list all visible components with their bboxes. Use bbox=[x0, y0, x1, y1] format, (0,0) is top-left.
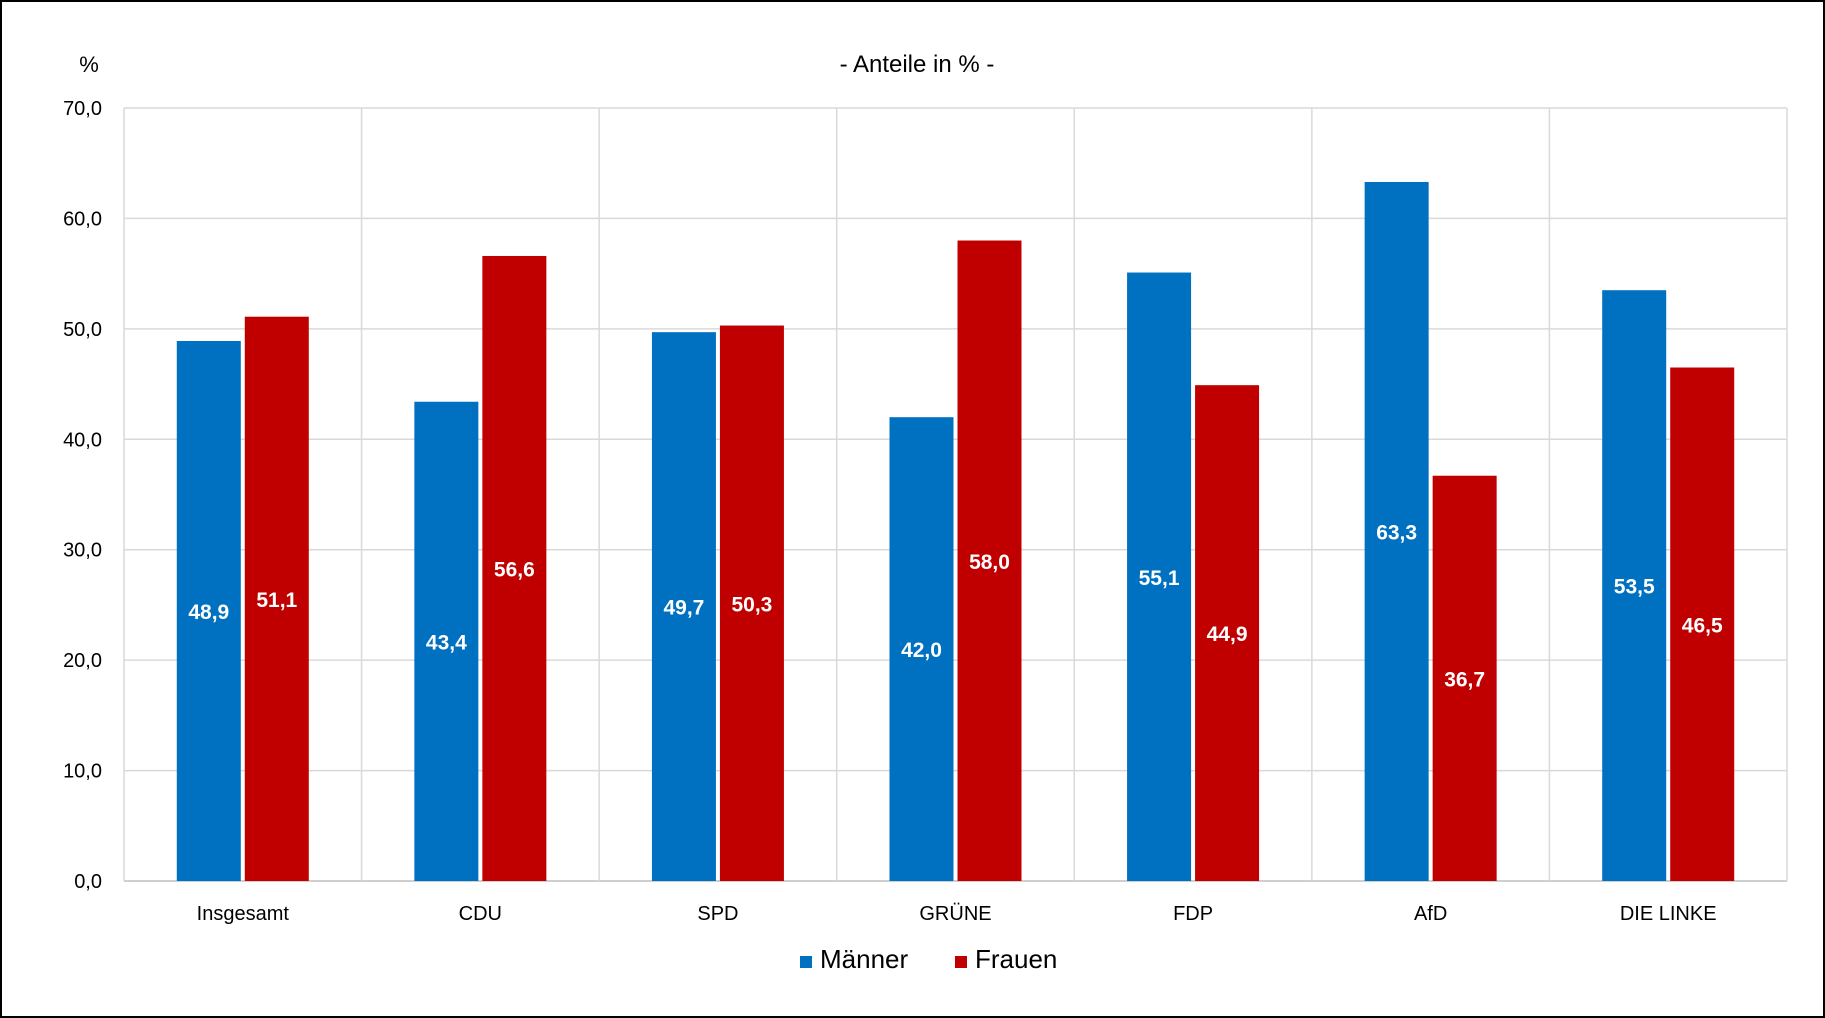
category-label: AfD bbox=[1414, 903, 1447, 925]
bar-frauen bbox=[719, 325, 784, 881]
y-tick-label: 0,0 bbox=[74, 871, 102, 893]
data-label: 56,6 bbox=[494, 558, 535, 581]
data-label: 42,0 bbox=[901, 639, 942, 662]
y-axis-unit: % bbox=[79, 52, 99, 77]
bar-männer bbox=[414, 401, 479, 881]
category-label: DIE LINKE bbox=[1620, 903, 1717, 925]
bar-frauen bbox=[244, 316, 309, 882]
y-tick-label: 10,0 bbox=[63, 761, 102, 783]
data-label: 46,5 bbox=[1682, 614, 1723, 637]
bar-frauen bbox=[1195, 385, 1260, 881]
data-label: 48,9 bbox=[188, 601, 229, 624]
bar-männer bbox=[176, 341, 241, 881]
bar-männer bbox=[1127, 272, 1192, 881]
y-tick-label: 30,0 bbox=[63, 540, 102, 562]
legend: Männer Frauen bbox=[800, 944, 1057, 974]
bar-männer bbox=[1602, 290, 1667, 881]
y-tick-label: 70,0 bbox=[63, 98, 102, 120]
category-label: GRÜNE bbox=[919, 903, 991, 925]
data-label: 51,1 bbox=[256, 589, 297, 612]
bar-männer bbox=[889, 417, 954, 881]
category-label: FDP bbox=[1173, 903, 1213, 925]
data-label: 50,3 bbox=[731, 593, 772, 616]
bar-frauen bbox=[1670, 367, 1735, 881]
legend-label: Frauen bbox=[975, 944, 1057, 974]
bar-männer bbox=[651, 332, 716, 881]
bar-frauen bbox=[1432, 475, 1497, 881]
bar-männer bbox=[1364, 181, 1429, 882]
bar-frauen bbox=[482, 255, 547, 881]
chart-title: - Anteile in % - bbox=[840, 51, 995, 78]
data-label: 49,7 bbox=[663, 597, 704, 620]
legend-label: Männer bbox=[820, 944, 908, 974]
y-tick-label: 60,0 bbox=[63, 208, 102, 230]
legend-swatch bbox=[800, 956, 812, 968]
y-tick-label: 50,0 bbox=[63, 319, 102, 341]
y-tick-label: 40,0 bbox=[63, 429, 102, 451]
data-label: 53,5 bbox=[1614, 576, 1655, 599]
data-label: 63,3 bbox=[1376, 521, 1417, 544]
data-label: 44,9 bbox=[1207, 623, 1248, 646]
data-label: 36,7 bbox=[1444, 668, 1485, 691]
data-label: 55,1 bbox=[1139, 567, 1180, 590]
category-label: CDU bbox=[459, 903, 502, 925]
y-tick-label: 20,0 bbox=[63, 650, 102, 672]
data-label: 58,0 bbox=[969, 551, 1010, 574]
legend-swatch bbox=[955, 956, 967, 968]
y-axis-ticks: 0,0 10,0 20,0 30,0 40,0 50,0 60,0 70,0 bbox=[63, 98, 102, 893]
data-label: 43,4 bbox=[426, 631, 467, 654]
bars: 48,9 51,1 43,4 56,6 49,7 50,3 42,0 58,0 55,1 44,9… bbox=[176, 181, 1735, 882]
bar-frauen bbox=[957, 240, 1022, 881]
x-axis-categories: Insgesamt CDU SPD GRÜNE FDP AfD DIE LINKE bbox=[197, 903, 1717, 925]
category-label: Insgesamt bbox=[197, 903, 290, 925]
gridlines bbox=[123, 107, 1788, 882]
category-label: SPD bbox=[697, 903, 738, 925]
